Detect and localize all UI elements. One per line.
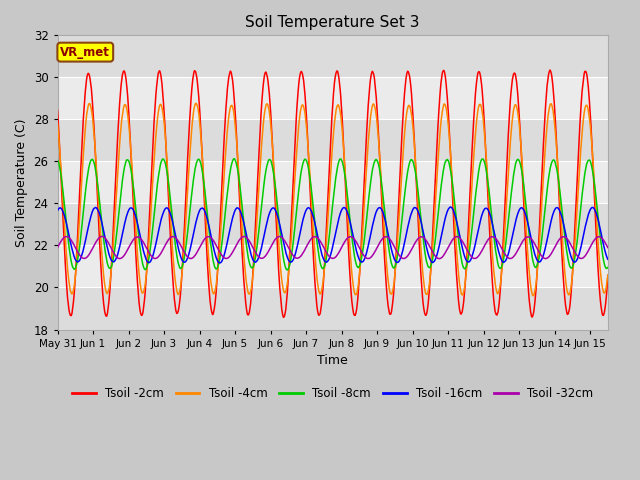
Bar [58, 204, 608, 245]
Bar [58, 245, 608, 288]
Legend: Tsoil -2cm, Tsoil -4cm, Tsoil -8cm, Tsoil -16cm, Tsoil -32cm: Tsoil -2cm, Tsoil -4cm, Tsoil -8cm, Tsoi… [67, 383, 598, 405]
Bar [58, 161, 608, 204]
Text: VR_met: VR_met [60, 46, 110, 59]
Y-axis label: Soil Temperature (C): Soil Temperature (C) [15, 118, 28, 247]
Bar [58, 77, 608, 120]
X-axis label: Time: Time [317, 354, 348, 367]
Bar [58, 36, 608, 77]
Title: Soil Temperature Set 3: Soil Temperature Set 3 [245, 15, 420, 30]
Bar [58, 120, 608, 161]
Bar [58, 288, 608, 329]
